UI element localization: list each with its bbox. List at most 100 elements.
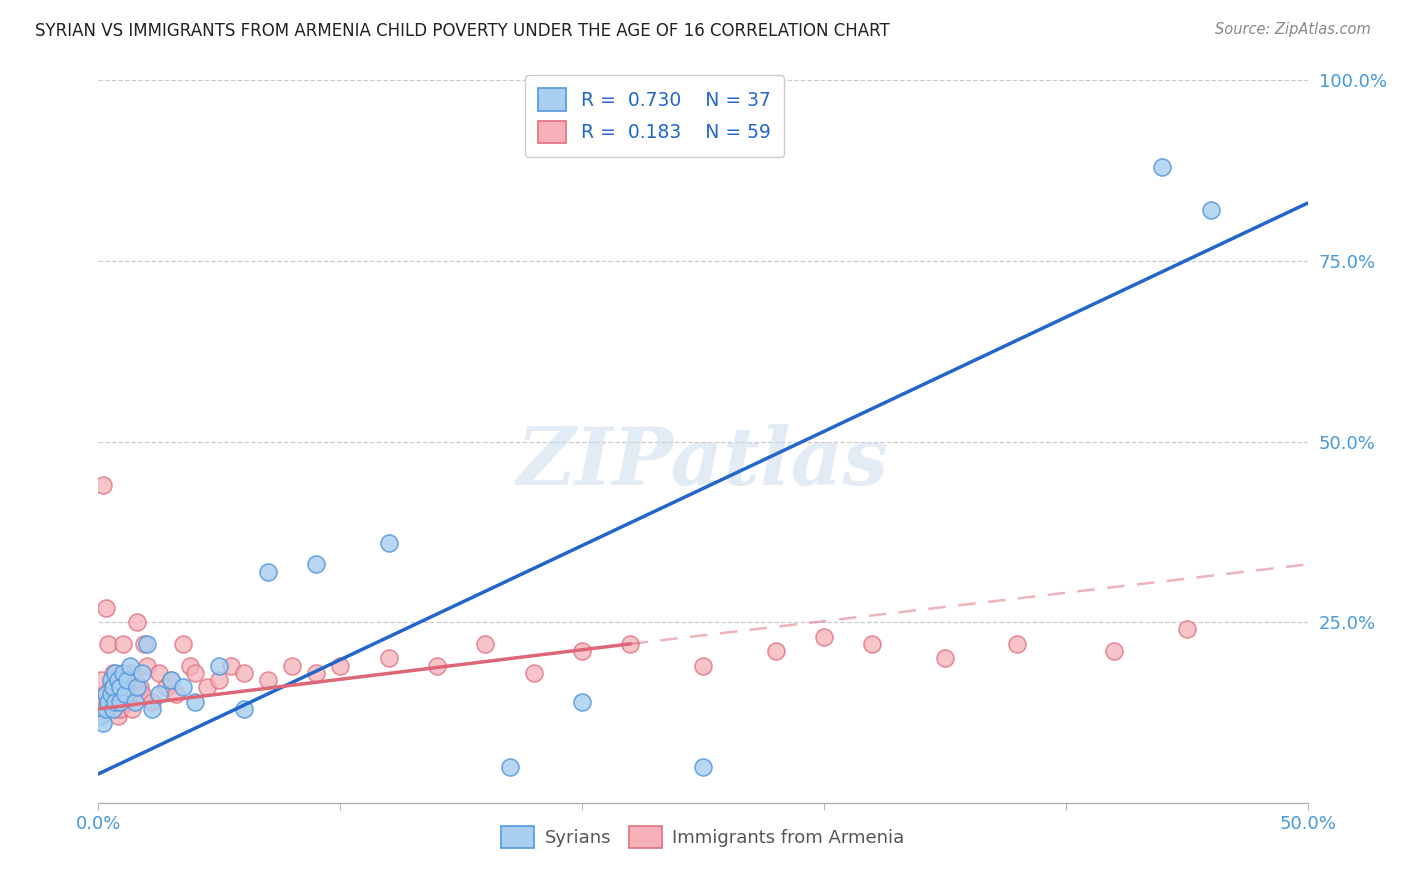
Point [117, 680, 139, 694]
Point [281, 658, 304, 673]
Point [108, 680, 131, 694]
Point [91, 716, 114, 731]
Point [97, 695, 120, 709]
Point [107, 673, 129, 687]
Point [97, 695, 120, 709]
Point [100, 687, 122, 701]
Point [90, 695, 112, 709]
Point [91, 478, 114, 492]
Point [91, 702, 114, 716]
Point [232, 665, 254, 680]
Point [101, 687, 124, 701]
Point [104, 695, 127, 709]
Point [571, 695, 593, 709]
Point [172, 637, 194, 651]
Point [100, 673, 122, 687]
Point [208, 673, 231, 687]
Text: Source: ZipAtlas.com: Source: ZipAtlas.com [1215, 22, 1371, 37]
Point [148, 687, 170, 701]
Point [377, 535, 399, 549]
Point [94, 687, 117, 701]
Point [184, 695, 207, 709]
Point [256, 565, 278, 579]
Point [256, 673, 278, 687]
Point [111, 637, 134, 651]
Point [100, 680, 122, 694]
Point [107, 709, 129, 723]
Point [184, 665, 207, 680]
Point [118, 665, 141, 680]
Point [117, 673, 139, 687]
Point [377, 651, 399, 665]
Point [860, 637, 883, 651]
Point [107, 680, 129, 694]
Point [121, 702, 143, 716]
Point [127, 680, 149, 694]
Point [692, 760, 714, 774]
Point [232, 702, 254, 716]
Point [160, 673, 183, 687]
Point [135, 658, 157, 673]
Point [148, 665, 170, 680]
Point [128, 680, 150, 694]
Point [208, 658, 231, 673]
Point [131, 665, 153, 680]
Point [141, 702, 163, 716]
Point [90, 673, 112, 687]
Point [172, 680, 194, 694]
Point [104, 702, 127, 716]
Point [221, 658, 243, 673]
Point [498, 760, 520, 774]
Point [100, 702, 122, 716]
Point [108, 702, 131, 716]
Point [934, 651, 956, 665]
Point [101, 665, 124, 680]
Point [305, 665, 328, 680]
Point [523, 665, 546, 680]
Text: SYRIAN VS IMMIGRANTS FROM ARMENIA CHILD POVERTY UNDER THE AGE OF 16 CORRELATION : SYRIAN VS IMMIGRANTS FROM ARMENIA CHILD … [35, 22, 890, 40]
Point [571, 644, 593, 658]
Point [195, 680, 218, 694]
Point [94, 702, 117, 716]
Point [124, 695, 146, 709]
Point [127, 615, 149, 630]
Point [765, 644, 787, 658]
Point [118, 658, 141, 673]
Legend: Syrians, Immigrants from Armenia: Syrians, Immigrants from Armenia [494, 819, 912, 855]
Point [813, 630, 835, 644]
Point [94, 687, 117, 701]
Point [179, 658, 201, 673]
Point [111, 687, 134, 701]
Point [134, 637, 156, 651]
Point [124, 673, 146, 687]
Point [474, 637, 496, 651]
Point [1175, 623, 1198, 637]
Text: ZIPatlas: ZIPatlas [517, 425, 889, 502]
Point [329, 658, 352, 673]
Point [160, 673, 183, 687]
Point [1102, 644, 1125, 658]
Point [135, 637, 157, 651]
Point [111, 665, 134, 680]
Point [1007, 637, 1029, 651]
Point [114, 695, 136, 709]
Point [101, 702, 124, 716]
Point [90, 709, 112, 723]
Point [114, 687, 136, 701]
Point [619, 637, 641, 651]
Point [94, 600, 117, 615]
Point [155, 680, 177, 694]
Point [97, 637, 120, 651]
Point [1152, 160, 1174, 174]
Point [101, 680, 124, 694]
Point [108, 695, 131, 709]
Point [141, 695, 163, 709]
Point [104, 665, 127, 680]
Point [1199, 203, 1222, 218]
Point [305, 558, 328, 572]
Point [426, 658, 449, 673]
Point [131, 687, 153, 701]
Point [692, 658, 714, 673]
Point [104, 695, 127, 709]
Point [165, 687, 187, 701]
